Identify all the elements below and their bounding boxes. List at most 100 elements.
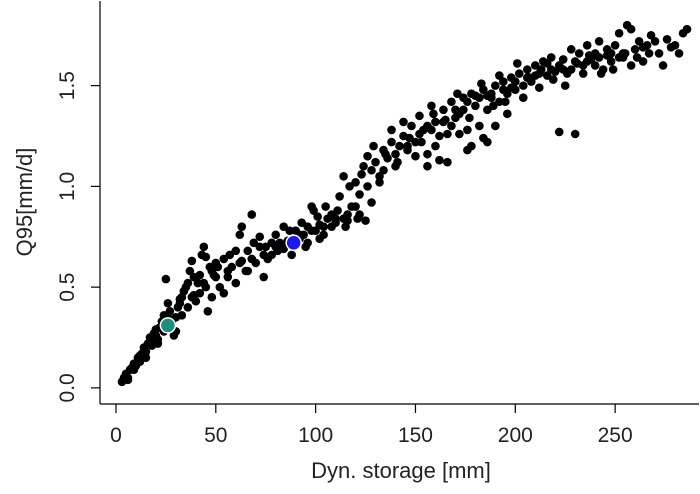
y-tick-label: 0.0	[56, 373, 79, 402]
data-point	[345, 182, 354, 191]
data-point	[375, 178, 384, 187]
data-point	[379, 165, 388, 175]
data-point	[247, 210, 257, 219]
data-point	[367, 165, 376, 175]
data-point	[570, 57, 580, 66]
data-point	[391, 149, 400, 159]
data-point	[271, 230, 281, 240]
data-point	[499, 77, 508, 86]
data-point	[451, 105, 460, 115]
data-point	[475, 93, 484, 103]
data-point	[582, 41, 592, 50]
data-point	[381, 149, 390, 159]
data-point	[237, 222, 247, 231]
data-point	[213, 262, 223, 272]
data-point	[546, 53, 556, 62]
data-point	[187, 292, 197, 302]
data-point	[243, 266, 253, 276]
data-point	[594, 37, 604, 46]
data-point	[357, 169, 366, 179]
data-point	[614, 28, 624, 38]
data-point	[491, 121, 500, 131]
data-point	[371, 157, 380, 167]
data-point	[560, 81, 570, 90]
data-point	[207, 292, 217, 302]
data-point	[367, 198, 376, 207]
data-point	[333, 206, 342, 215]
data-point	[548, 75, 558, 84]
data-point	[203, 307, 213, 316]
data-point	[489, 101, 498, 111]
data-point	[249, 238, 259, 248]
data-point	[447, 97, 456, 107]
data-point	[483, 137, 492, 147]
data-point	[235, 230, 245, 240]
data-point	[287, 250, 296, 260]
data-point	[518, 93, 528, 103]
data-point	[369, 141, 378, 151]
data-point	[359, 161, 368, 171]
x-tick-label: 0	[110, 424, 122, 447]
data-point	[417, 137, 426, 147]
data-point	[453, 89, 462, 98]
data-point	[491, 81, 500, 90]
data-point	[223, 266, 233, 276]
data-point	[321, 202, 330, 211]
data-point	[255, 232, 265, 242]
data-point	[570, 129, 580, 139]
x-tick-label: 50	[204, 424, 227, 447]
data-point	[243, 246, 253, 256]
data-point	[542, 59, 552, 68]
x-tick-label: 250	[598, 424, 633, 447]
data-point	[141, 353, 151, 362]
data-point	[574, 49, 584, 58]
data-point	[285, 226, 294, 236]
highlight-point	[159, 317, 177, 334]
data-point	[534, 69, 544, 78]
data-point	[235, 258, 245, 268]
data-point	[415, 111, 424, 121]
data-point	[387, 137, 396, 147]
data-point	[161, 274, 171, 284]
data-point	[608, 65, 618, 74]
data-point	[309, 206, 318, 215]
data-point	[355, 210, 364, 219]
data-point	[662, 34, 672, 44]
data-point	[375, 172, 384, 181]
data-point	[447, 121, 456, 131]
data-point	[431, 117, 440, 127]
data-point	[297, 218, 306, 227]
data-point	[495, 71, 504, 80]
data-point	[522, 65, 532, 74]
data-point	[632, 53, 642, 62]
data-point	[513, 59, 522, 68]
data-point	[515, 69, 524, 78]
x-axis-title: Dyn. storage [mm]	[311, 458, 491, 483]
data-point	[503, 109, 512, 119]
data-point	[199, 242, 209, 252]
data-point	[435, 155, 444, 165]
data-point	[429, 109, 438, 119]
data-point	[201, 252, 211, 262]
y-tick-label: 1.0	[56, 172, 79, 201]
highlight-point	[285, 234, 302, 252]
data-point	[610, 41, 620, 50]
y-tick-label: 1.5	[56, 71, 79, 100]
data-point	[183, 278, 193, 288]
data-point	[596, 69, 606, 78]
data-point	[171, 313, 181, 322]
data-point	[175, 298, 185, 308]
data-point	[443, 129, 452, 139]
data-point	[558, 65, 568, 74]
data-point	[153, 339, 163, 348]
data-point	[395, 141, 404, 151]
data-point	[626, 24, 636, 34]
data-point	[123, 375, 133, 385]
data-point	[185, 266, 195, 276]
data-point	[475, 121, 484, 131]
data-point	[650, 37, 660, 46]
data-point	[638, 43, 648, 52]
data-point	[534, 83, 544, 92]
data-point	[646, 30, 656, 40]
data-point	[501, 97, 510, 107]
